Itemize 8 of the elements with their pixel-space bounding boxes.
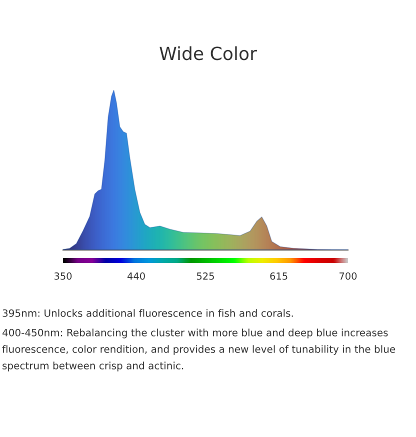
chart-title: Wide Color: [160, 46, 257, 60]
x-tick-label: 350: [54, 272, 72, 280]
x-tick-label: 525: [196, 272, 214, 280]
x-tick-label: 700: [340, 272, 357, 280]
x-tick-label: 440: [127, 272, 145, 280]
x-tick-label: 615: [270, 272, 288, 280]
text: 395nm: Unlocks additional fluorescence in fish and corals.: [2, 309, 293, 317]
text: 400-450nm: Rebalancing the cluster with more blue and deep blue increases fluorescence, color rendition, and provides a new level of tunability in the blue spectrum between crisp and actinic.: [2, 328, 396, 372]
